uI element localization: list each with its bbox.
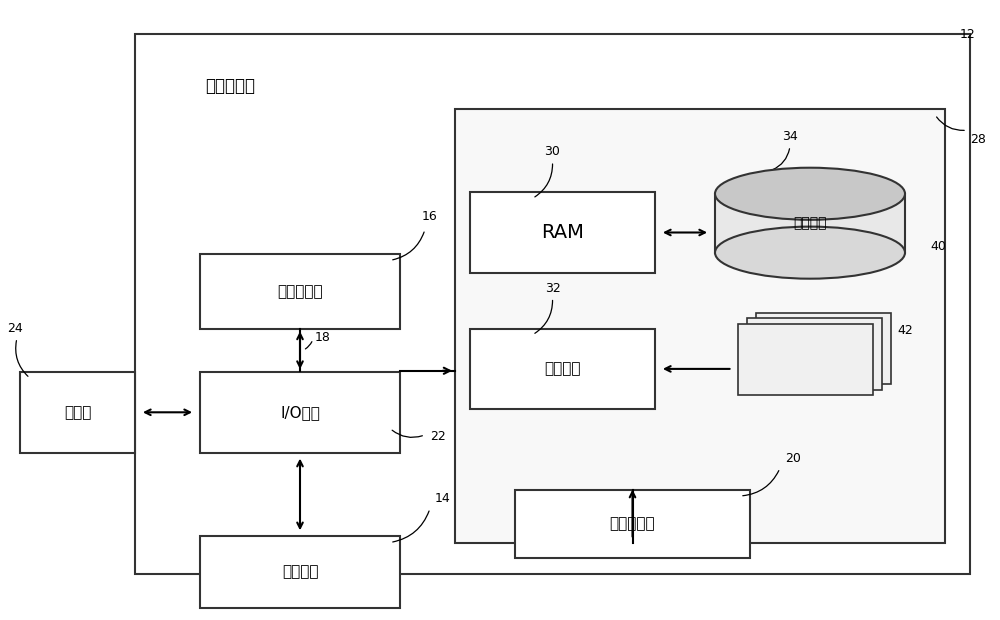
Text: I/O接口: I/O接口 xyxy=(280,405,320,420)
Bar xyxy=(738,324,872,396)
Bar xyxy=(135,34,970,574)
Text: 18: 18 xyxy=(315,332,331,344)
Text: 计算机设备: 计算机设备 xyxy=(205,78,255,95)
Text: 高速缓存: 高速缓存 xyxy=(544,361,581,376)
Bar xyxy=(20,372,135,453)
Bar xyxy=(200,254,400,329)
Text: 12: 12 xyxy=(959,28,975,41)
Ellipse shape xyxy=(715,226,905,279)
Text: 42: 42 xyxy=(898,324,913,337)
Bar xyxy=(470,329,655,409)
Text: 显示器: 显示器 xyxy=(64,405,91,420)
Text: 28: 28 xyxy=(970,133,986,146)
Bar xyxy=(746,319,882,390)
Text: 34: 34 xyxy=(782,130,798,143)
Text: 20: 20 xyxy=(785,452,801,465)
Bar xyxy=(470,192,655,273)
Bar xyxy=(455,108,945,542)
Text: 外部设备: 外部设备 xyxy=(282,564,318,580)
Text: 24: 24 xyxy=(7,322,23,335)
Bar xyxy=(200,536,400,608)
Text: 32: 32 xyxy=(545,281,560,294)
Text: 处理器单元: 处理器单元 xyxy=(277,284,323,299)
Bar xyxy=(756,313,891,384)
Text: 网络适配器: 网络适配器 xyxy=(610,516,655,531)
Bar xyxy=(515,490,750,558)
Bar xyxy=(715,193,905,253)
Text: 30: 30 xyxy=(545,145,560,158)
Text: 存储系统: 存储系统 xyxy=(793,216,827,230)
Bar xyxy=(716,192,904,197)
Text: 40: 40 xyxy=(930,240,946,253)
Text: 14: 14 xyxy=(435,492,451,505)
Text: RAM: RAM xyxy=(541,223,584,242)
Text: 16: 16 xyxy=(422,210,438,223)
Bar xyxy=(200,372,400,453)
Ellipse shape xyxy=(715,167,905,220)
Text: 22: 22 xyxy=(430,430,446,443)
